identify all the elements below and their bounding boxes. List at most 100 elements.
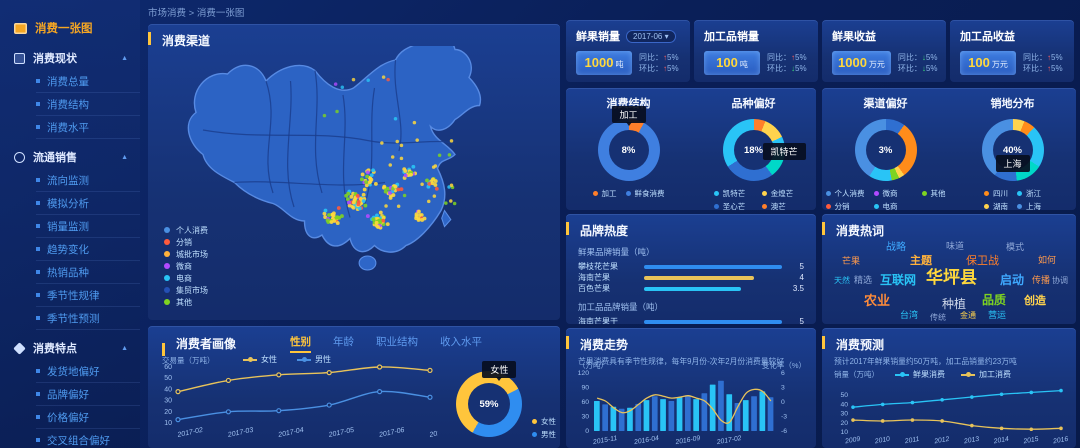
legend-item[interactable]: 分销 (825, 201, 865, 210)
sidebar-item[interactable]: 品牌偏好 (36, 383, 140, 406)
legend-item[interactable]: 鲜食消费 (625, 188, 665, 199)
sidebar-item[interactable]: 消费总量 (36, 70, 140, 93)
legend-item[interactable]: 鲜果消费 (895, 369, 945, 380)
sidebar-group-2[interactable]: 消费特点 ▲ (13, 336, 140, 360)
hot-word[interactable]: 互联网 (880, 273, 917, 287)
tab-年龄[interactable]: 年龄 (333, 336, 355, 348)
hot-word[interactable]: 金通 (960, 311, 976, 320)
portrait-line-chart[interactable]: 交易量（万吨） 女性 男性 60 50 40 30 20 10 2017-02 2017-03 2… (148, 353, 457, 448)
hot-word[interactable]: 农业 (864, 293, 891, 308)
legend-item[interactable]: 湖南 (984, 201, 1008, 210)
legend-item[interactable]: 男性 (297, 354, 331, 365)
kpi-title: 鲜果收益 (832, 31, 876, 43)
tab-职业结构[interactable]: 职业结构 (376, 336, 419, 348)
legend-item[interactable]: 澳芒 (761, 201, 794, 210)
legend-item[interactable]: 四川 (984, 188, 1008, 199)
legend-line-icon (961, 372, 975, 377)
sidebar-item[interactable]: 价格偏好 (36, 406, 140, 429)
legend-item[interactable]: 加工消费 (961, 369, 1011, 380)
legend-label: 男性 (315, 355, 331, 364)
map-icon (14, 22, 27, 34)
legend-item[interactable]: 圣心芒 (713, 201, 753, 210)
legend-item[interactable]: 女性 (532, 416, 556, 427)
brand-bar[interactable] (644, 264, 782, 269)
hot-word[interactable]: 协调 (1052, 276, 1068, 285)
china-map[interactable] (170, 34, 530, 303)
breadcrumb[interactable]: 市场消费 > 消费一张图 (148, 8, 245, 19)
sidebar-item-label: 交叉组合偏好 (47, 434, 110, 447)
hot-word[interactable]: 战略 (886, 242, 906, 253)
legend-item[interactable]: 浙江 (1017, 188, 1041, 199)
map-legend-item[interactable]: 分销 (164, 236, 208, 248)
legend-label: 分销 (834, 202, 850, 210)
legend-item[interactable]: 上海 (1017, 201, 1041, 210)
hot-word[interactable]: 传统 (930, 313, 946, 322)
period-dropdown[interactable]: 2017-06 ▾ (626, 29, 676, 43)
legend-item[interactable]: 个人消费 (825, 188, 865, 199)
hot-word[interactable]: 台湾 (900, 310, 919, 320)
bullet-icon (36, 79, 40, 83)
sidebar-item[interactable]: 季节性规律 (36, 284, 140, 307)
sidebar-item[interactable]: 季节性预测 (36, 307, 140, 330)
sidebar-item[interactable]: 交叉组合偏好 (36, 429, 140, 448)
hot-word[interactable]: 如何 (1038, 255, 1057, 265)
sidebar-item[interactable]: 发货地偏好 (36, 360, 140, 383)
hot-word[interactable]: 主题 (910, 255, 932, 267)
hot-word[interactable]: 保卫战 (966, 255, 999, 267)
kpi-card-0: 鲜果销量 2017-06 ▾ 1000 吨同比：↑5% 环比：↑5% (566, 20, 690, 82)
map-legend-item[interactable]: 集贸市场 (164, 284, 208, 296)
map-legend-item[interactable]: 个人消费 (164, 224, 208, 236)
legend-item[interactable]: 其他 (921, 188, 946, 199)
sidebar-group-0[interactable]: 消费现状 ▲ (14, 46, 140, 70)
sidebar-item[interactable]: 模拟分析 (36, 192, 140, 215)
hot-word[interactable]: 天然 (834, 276, 850, 285)
sidebar-item-consumption-map[interactable]: 消费一张图 (14, 16, 140, 40)
hot-word[interactable]: 启动 (1000, 273, 1025, 287)
legend-label: 集贸市场 (176, 285, 208, 295)
legend-item[interactable]: 电商 (873, 201, 913, 210)
legend-dot-icon (984, 191, 989, 196)
hot-word[interactable]: 模式 (1006, 242, 1025, 252)
brand-bar[interactable] (644, 286, 741, 291)
hot-word[interactable]: 创造 (1024, 295, 1046, 307)
legend-label: 女性 (261, 355, 277, 364)
legend-item[interactable]: 男性 (532, 429, 556, 440)
map-legend-item[interactable]: 其他 (164, 296, 208, 308)
sidebar-group-1[interactable]: 流通销售 ▲ (14, 145, 140, 169)
sidebar-item[interactable]: 消费水平 (36, 116, 140, 139)
svg-text:2014: 2014 (992, 436, 1009, 446)
donut-legend: 凯特芒圣心芒台农一号金煌芒澳芒其他 (713, 188, 794, 210)
hot-word[interactable]: 芒果 (842, 256, 861, 266)
hot-word[interactable]: 精选 (854, 275, 873, 285)
map-legend-item[interactable]: 城批市场 (164, 248, 208, 260)
donut-legend: 女性男性 (532, 416, 556, 440)
hot-word[interactable]: 华坪县 (926, 268, 977, 287)
sidebar-item[interactable]: 趋势变化 (36, 238, 140, 261)
gender-donut[interactable]: 59% 女性 女性 男性 (438, 353, 558, 448)
legend-item[interactable]: 微商 (873, 188, 913, 199)
map-legend-item[interactable]: 电商 (164, 272, 208, 284)
hot-word[interactable]: 传播 (1032, 275, 1051, 285)
brand-bar[interactable] (644, 319, 782, 324)
sidebar-item[interactable]: 消费结构 (36, 93, 140, 116)
legend-item[interactable]: 凯特芒 (713, 188, 753, 199)
legend-item[interactable]: 加工 (592, 188, 617, 199)
legend-label: 男性 (541, 430, 556, 439)
hot-word[interactable]: 味道 (946, 241, 965, 251)
svg-text:2017-06: 2017-06 (378, 427, 406, 439)
sidebar-item[interactable]: 流向监测 (36, 169, 140, 192)
legend-item[interactable]: 女性 (243, 354, 277, 365)
map-legend-item[interactable]: 微商 (164, 260, 208, 272)
sidebar-item[interactable]: 销量监测 (36, 215, 140, 238)
legend-label: 城批市场 (176, 249, 208, 259)
hot-word[interactable]: 种植 (942, 297, 967, 311)
brand-bar[interactable] (644, 275, 755, 280)
legend-item[interactable]: 金煌芒 (761, 188, 793, 199)
hot-word[interactable]: 品质 (982, 293, 1007, 307)
sidebar-item[interactable]: 热销品种 (36, 261, 140, 284)
hot-word[interactable]: 营运 (988, 310, 1007, 320)
tab-性别[interactable]: 性别 (290, 334, 312, 353)
tab-收入水平[interactable]: 收入水平 (440, 336, 483, 348)
